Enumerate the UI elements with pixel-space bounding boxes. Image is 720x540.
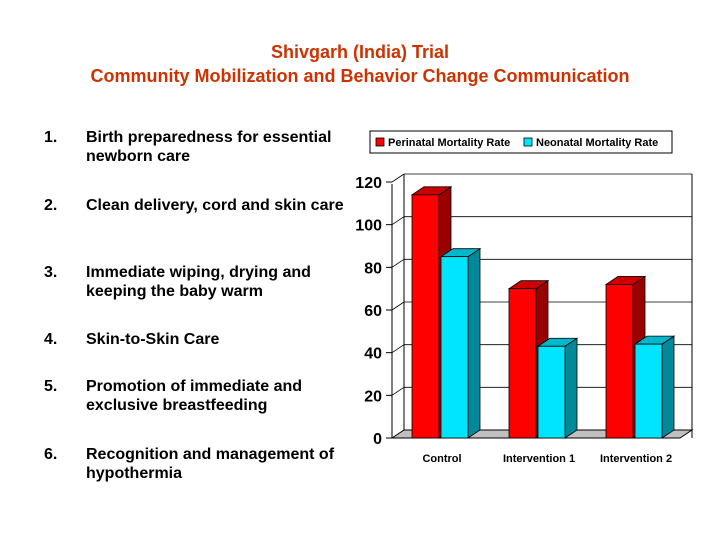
legend-box bbox=[369, 130, 673, 154]
list-item-text: Promotion of immediate and exclusive bre… bbox=[86, 378, 303, 414]
category-label: Intervention 2 bbox=[600, 453, 672, 465]
bar bbox=[634, 343, 663, 439]
bars bbox=[410, 186, 676, 439]
y-tick-label: 20 bbox=[364, 388, 382, 405]
gridline-depth bbox=[391, 301, 405, 311]
list-item-number: 3. bbox=[44, 264, 58, 281]
slide-title: Shivgarh (India) Trial Community Mobiliz… bbox=[0, 40, 720, 88]
bar bbox=[605, 283, 634, 439]
legend-swatch-perinatal bbox=[375, 137, 385, 147]
gridline-depth bbox=[391, 216, 405, 225]
list-item-text: Skin-to-Skin Care bbox=[86, 331, 220, 348]
legend-label-neonatal: Neonatal Mortality Rate bbox=[536, 137, 658, 149]
y-tick-label: 80 bbox=[364, 260, 382, 277]
bar-side bbox=[564, 337, 578, 439]
category-labels: Control Intervention 1 Intervention 2 bbox=[422, 453, 672, 465]
y-axis-ticks: 0 20 40 60 80 100 120 bbox=[355, 175, 392, 448]
bar bbox=[508, 288, 537, 439]
legend-label-perinatal: Perinatal Mortality Rate bbox=[388, 137, 510, 149]
gridline-depth bbox=[391, 173, 405, 183]
category-label: Intervention 1 bbox=[503, 453, 575, 465]
category-label: Control bbox=[422, 453, 461, 465]
gridline-depth bbox=[391, 259, 405, 268]
gridline-depth bbox=[391, 387, 405, 396]
title-line-2: Community Mobilization and Behavior Chan… bbox=[90, 66, 630, 86]
list-item-text: Immediate wiping, drying and keeping the… bbox=[86, 264, 311, 300]
title-line-1: Shivgarh (India) Trial bbox=[270, 42, 450, 62]
list-item-text: Clean delivery, cord and skin care bbox=[86, 197, 344, 214]
bar-side bbox=[661, 335, 675, 439]
list-item-number: 6. bbox=[44, 446, 58, 463]
legend-swatch-neonatal bbox=[523, 137, 533, 147]
y-tick-label: 40 bbox=[364, 346, 382, 363]
bar bbox=[440, 256, 469, 439]
list-item-number: 4. bbox=[44, 331, 58, 348]
gridline-depth bbox=[391, 344, 405, 353]
bar-side bbox=[467, 247, 481, 439]
list-item-number: 5. bbox=[44, 378, 58, 395]
y-tick-label: 100 bbox=[355, 218, 382, 235]
bar bbox=[537, 345, 566, 439]
y-tick-label: 60 bbox=[364, 303, 382, 320]
y-tick-label: 120 bbox=[355, 175, 382, 192]
list-item-number: 2. bbox=[44, 197, 58, 214]
y-tick-label: 0 bbox=[373, 431, 382, 448]
list-item-text: Birth preparedness for essential newborn… bbox=[86, 129, 332, 165]
legend: Perinatal Mortality Rate Neonatal Mortal… bbox=[369, 130, 673, 154]
list-item-text: Recognition and management of hypothermi… bbox=[86, 446, 335, 482]
bar bbox=[411, 194, 440, 439]
list-item-number: 1. bbox=[44, 129, 58, 146]
